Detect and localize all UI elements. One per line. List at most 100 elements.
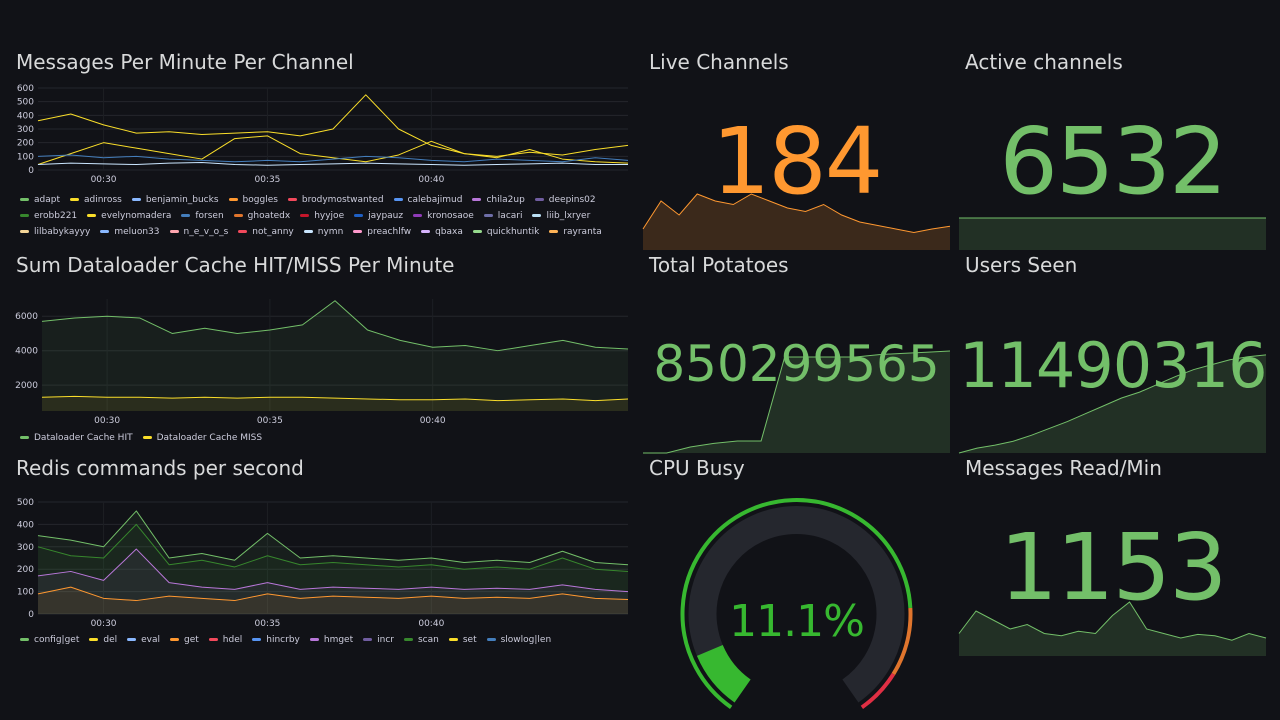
legend-item[interactable]: set: [448, 632, 477, 648]
legend-item[interactable]: Dataloader Cache HIT: [20, 430, 133, 446]
legend-swatch: [169, 230, 179, 233]
legend-item[interactable]: scan: [403, 632, 439, 648]
legend-item[interactable]: evelynomadera: [87, 208, 171, 224]
legend-label: boggles: [242, 195, 278, 205]
y-tick-label: 100: [17, 152, 34, 162]
legend-item[interactable]: config|get: [20, 632, 79, 648]
legend-item[interactable]: hdel: [208, 632, 243, 648]
panel-title: Redis commands per second: [16, 456, 304, 480]
panel-active-channels[interactable]: Active channels 6532: [959, 50, 1266, 250]
messages-read-sparkline: [958, 601, 1267, 656]
legend-label: hdel: [222, 635, 243, 645]
panel-users-seen[interactable]: Users Seen 11490316: [958, 253, 1268, 454]
panel-title: Messages Read/Min: [965, 456, 1162, 480]
legend-swatch: [89, 638, 99, 641]
legend-item[interactable]: lacari: [483, 208, 523, 224]
panel-live-channels[interactable]: Live Channels 184: [642, 50, 951, 250]
live-channels-value: 184: [711, 108, 884, 215]
active-channels-sparkline: [959, 217, 1266, 250]
legend-label: deepins02: [548, 195, 596, 205]
active-channels-value: 6532: [999, 108, 1227, 215]
panel-cpu-busy[interactable]: CPU Busy 11.1%: [643, 456, 950, 710]
legend-item[interactable]: boggles: [228, 192, 278, 208]
x-tick-label: 00:35: [254, 175, 280, 185]
legend-item[interactable]: forsen: [181, 208, 224, 224]
legend-item[interactable]: meluon33: [100, 224, 160, 240]
panel-redis-commands[interactable]: Redis commands per second 500 400 300 200 10…: [10, 456, 630, 656]
legend-label: not_anny: [252, 227, 294, 237]
legend-item[interactable]: quickhuntik: [472, 224, 539, 240]
panel-dataloader-cache[interactable]: Sum Dataloader Cache HIT/MISS Per Minute…: [10, 253, 630, 448]
legend-swatch: [534, 198, 544, 201]
x-tick-label: 00:30: [91, 175, 117, 185]
legend-item[interactable]: rayranta: [549, 224, 602, 240]
panel-messages-per-minute[interactable]: Messages Per Minute Per Channel 600 500 40…: [10, 50, 630, 245]
legend-item[interactable]: qbaxa: [421, 224, 463, 240]
legend-item[interactable]: eval: [127, 632, 160, 648]
legend-item[interactable]: lilbabykayyy: [20, 224, 90, 240]
legend-swatch: [20, 436, 29, 439]
legend-label: erobb221: [34, 211, 78, 221]
legend-item[interactable]: del: [89, 632, 117, 648]
gauge-threshold-green: [680, 498, 913, 710]
legend-item[interactable]: supinic: [88, 240, 134, 242]
messages-chart[interactable]: 600 500 400 300 200 100 0 00:30 00:35 00:40: [10, 84, 630, 196]
legend-item[interactable]: benjamin_bucks: [131, 192, 219, 208]
legend-item[interactable]: get: [170, 632, 199, 648]
legend-swatch: [393, 198, 403, 201]
legend-item[interactable]: jaypauz: [354, 208, 403, 224]
legend-item[interactable]: adapt: [20, 192, 60, 208]
legend-label: qbaxa: [435, 227, 463, 237]
panel-title: Messages Per Minute Per Channel: [16, 50, 354, 74]
legend-label: incr: [377, 635, 394, 645]
legend-swatch: [421, 230, 431, 233]
legend-item[interactable]: ghoatedx: [233, 208, 291, 224]
panel-total-potatoes[interactable]: Total Potatoes 850299565: [643, 253, 951, 454]
legend-item[interactable]: liib_lxryer: [532, 208, 590, 224]
legend-item[interactable]: preachlfw: [353, 224, 411, 240]
legend-swatch: [448, 638, 458, 641]
legend-label: lacari: [497, 211, 523, 221]
legend-item[interactable]: brodymostwanted: [287, 192, 384, 208]
legend-item[interactable]: incr: [363, 632, 394, 648]
legend-item[interactable]: adinross: [70, 192, 122, 208]
legend-item[interactable]: hincrby: [252, 632, 300, 648]
legend-swatch: [472, 198, 482, 201]
series-area: [42, 300, 628, 411]
legend-item[interactable]: slowlog|len: [486, 632, 551, 648]
legend-item[interactable]: n_e_v_o_s: [169, 224, 228, 240]
legend-item[interactable]: Dataloader Cache MISS: [142, 430, 262, 446]
legend-item[interactable]: hmget: [309, 632, 353, 648]
panel-title: Live Channels: [649, 50, 789, 74]
legend-item[interactable]: kronosaoe: [413, 208, 474, 224]
cpu-gauge: [680, 498, 913, 710]
legend-label: ghoatedx: [247, 211, 291, 221]
legend-item[interactable]: chila2up: [472, 192, 525, 208]
legend-label: del: [103, 635, 118, 645]
legend-label: nymn: [317, 227, 344, 237]
dataloader-chart[interactable]: 6000 4000 2000 00:30 00:35 00:40: [10, 289, 630, 429]
legend-item[interactable]: calebajimud: [393, 192, 463, 208]
legend-item[interactable]: not_anny: [238, 224, 294, 240]
redis-chart[interactable]: 500 400 300 200 100 0 00:30 00:35 00:40: [10, 492, 630, 632]
y-tick-label: 0: [28, 166, 34, 176]
legend-swatch: [486, 638, 496, 641]
sparkline-area: [959, 354, 1266, 453]
legend-swatch: [413, 214, 423, 217]
legend-item[interactable]: nymn: [303, 224, 344, 240]
legend-item[interactable]: hyyjoe: [300, 208, 344, 224]
legend-label: config|get: [34, 635, 80, 645]
legend-item[interactable]: deepins02: [534, 192, 596, 208]
legend-item[interactable]: erobb221: [20, 208, 77, 224]
legend-swatch: [87, 214, 97, 217]
legend-item[interactable]: samifying: [20, 240, 78, 242]
x-tick-label: 00:40: [418, 619, 444, 629]
legend-label: adinross: [84, 195, 122, 205]
legend-swatch: [252, 638, 262, 641]
y-tick-label: 6000: [15, 312, 38, 322]
legend-swatch: [228, 198, 238, 201]
panel-messages-read[interactable]: Messages Read/Min 1153: [958, 456, 1267, 656]
legend-label: lilbabykayyy: [34, 227, 91, 237]
legend-item[interactable]: svdihlan: [144, 240, 196, 242]
legend-label: calebajimud: [407, 195, 463, 205]
